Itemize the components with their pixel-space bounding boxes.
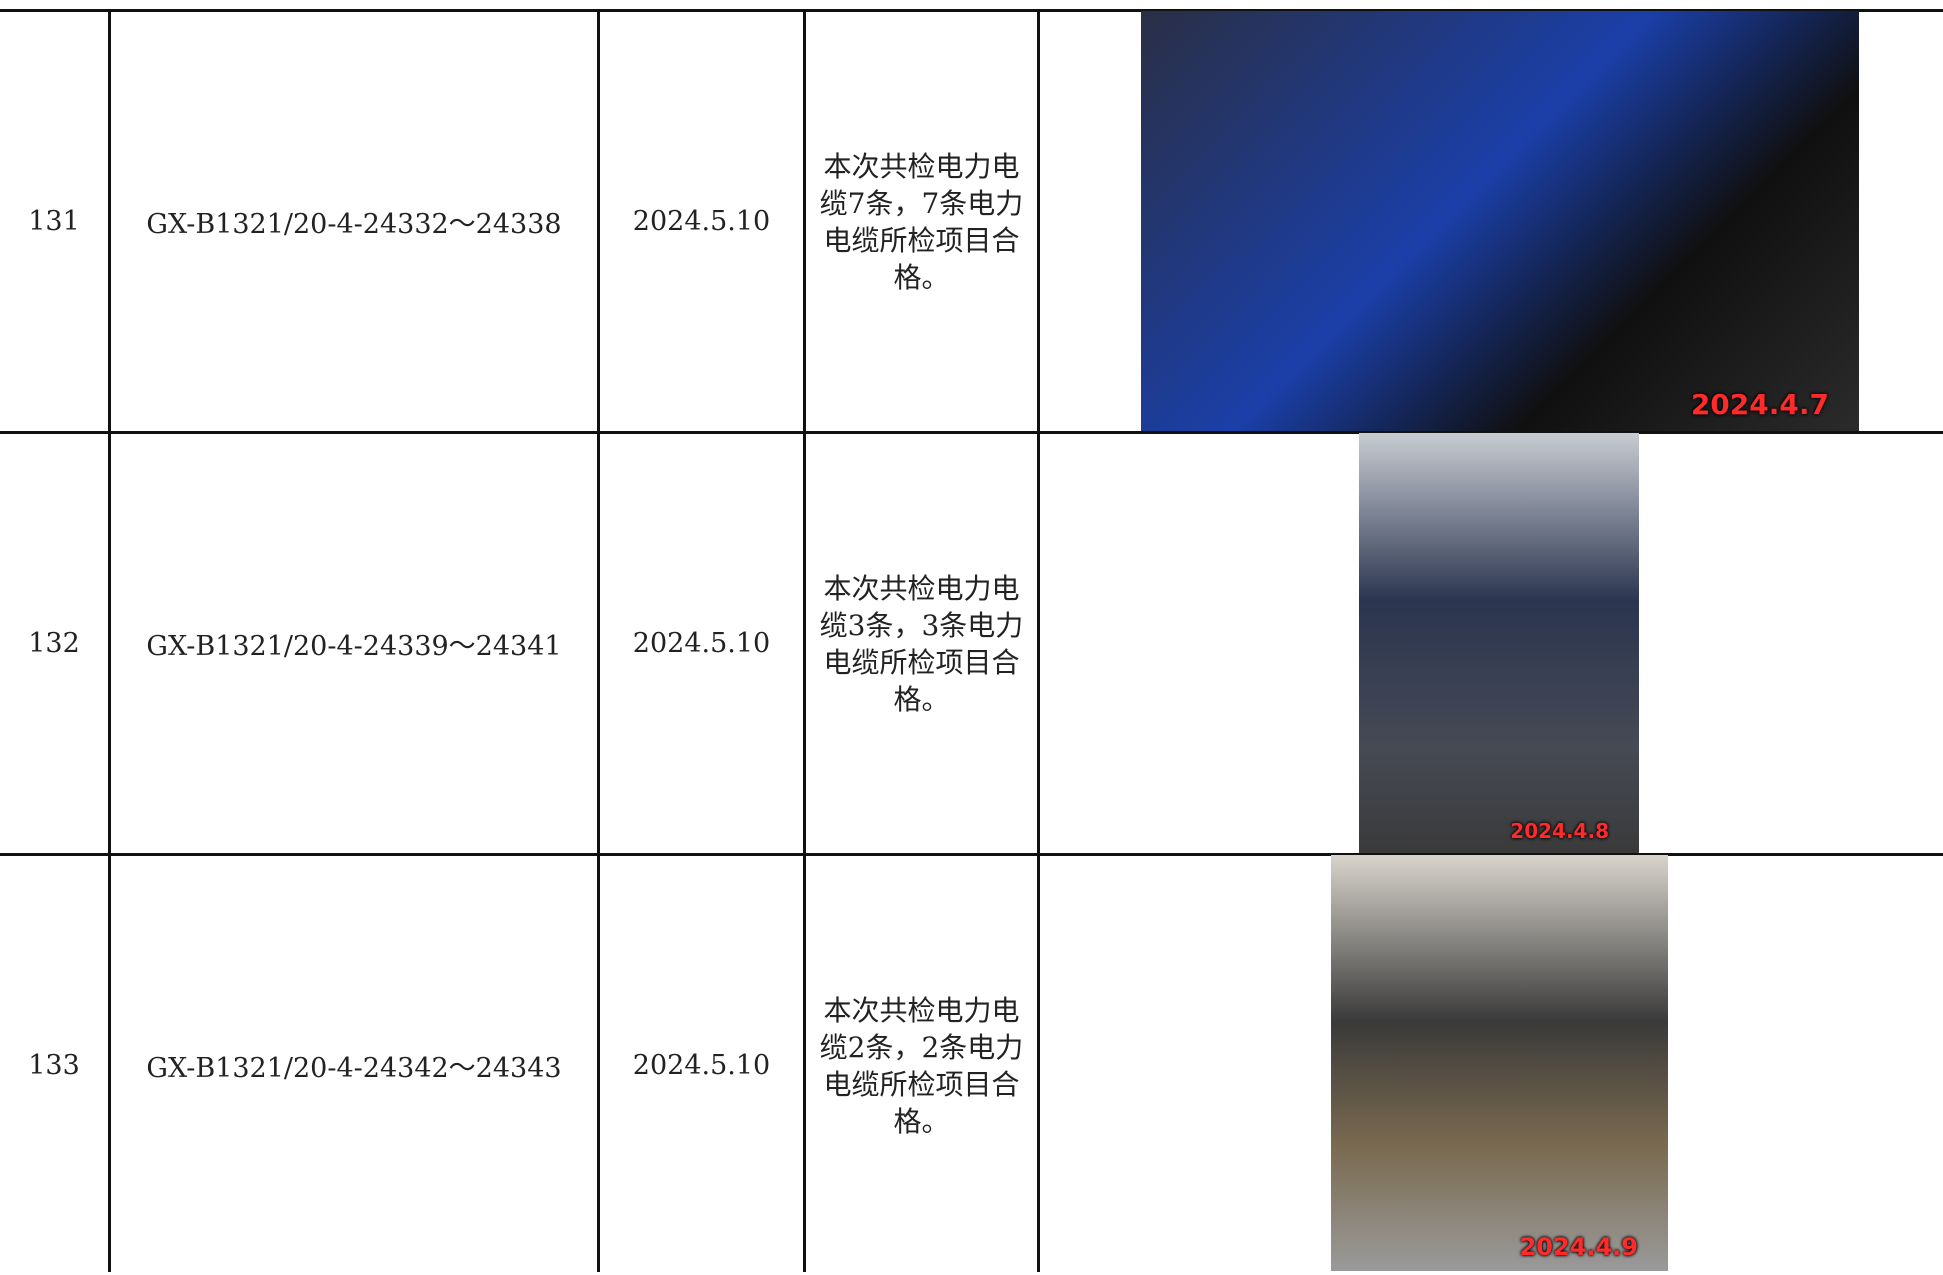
border — [108, 11, 111, 1272]
cable-code: GX-B1321/20-4-24342～24343 — [146, 1053, 562, 1084]
border — [0, 853, 1943, 856]
inspection-result: 本次共检电力电缆7条，7条电力电缆所检项目合格。 — [819, 149, 1024, 294]
inspection-date: 2024.5.10 — [632, 206, 771, 237]
row-number: 132 — [28, 628, 80, 659]
border — [0, 431, 1943, 434]
photo-date-stamp: 2024.4.7 — [1690, 388, 1829, 421]
border — [803, 11, 806, 1272]
border — [1037, 11, 1040, 1272]
photo-date-stamp: 2024.4.8 — [1510, 819, 1609, 843]
border — [597, 11, 600, 1272]
photo: 2024.4.8 — [1359, 433, 1639, 853]
inspection-date: 2024.5.10 — [632, 1050, 771, 1081]
row-number: 131 — [28, 206, 80, 237]
inspection-date: 2024.5.10 — [632, 628, 771, 659]
photo-date-stamp: 2024.4.9 — [1519, 1233, 1638, 1261]
border — [0, 9, 1943, 12]
cable-code: GX-B1321/20-4-24332～24338 — [146, 209, 562, 240]
photo: 2024.4.9 — [1331, 855, 1668, 1271]
inspection-result: 本次共检电力电缆2条，2条电力电缆所检项目合格。 — [819, 993, 1024, 1138]
row-number: 133 — [28, 1050, 80, 1081]
cable-code: GX-B1321/20-4-24339～24341 — [146, 631, 562, 662]
inspection-result: 本次共检电力电缆3条，3条电力电缆所检项目合格。 — [819, 571, 1024, 716]
photo: 2024.4.7 — [1141, 11, 1859, 431]
